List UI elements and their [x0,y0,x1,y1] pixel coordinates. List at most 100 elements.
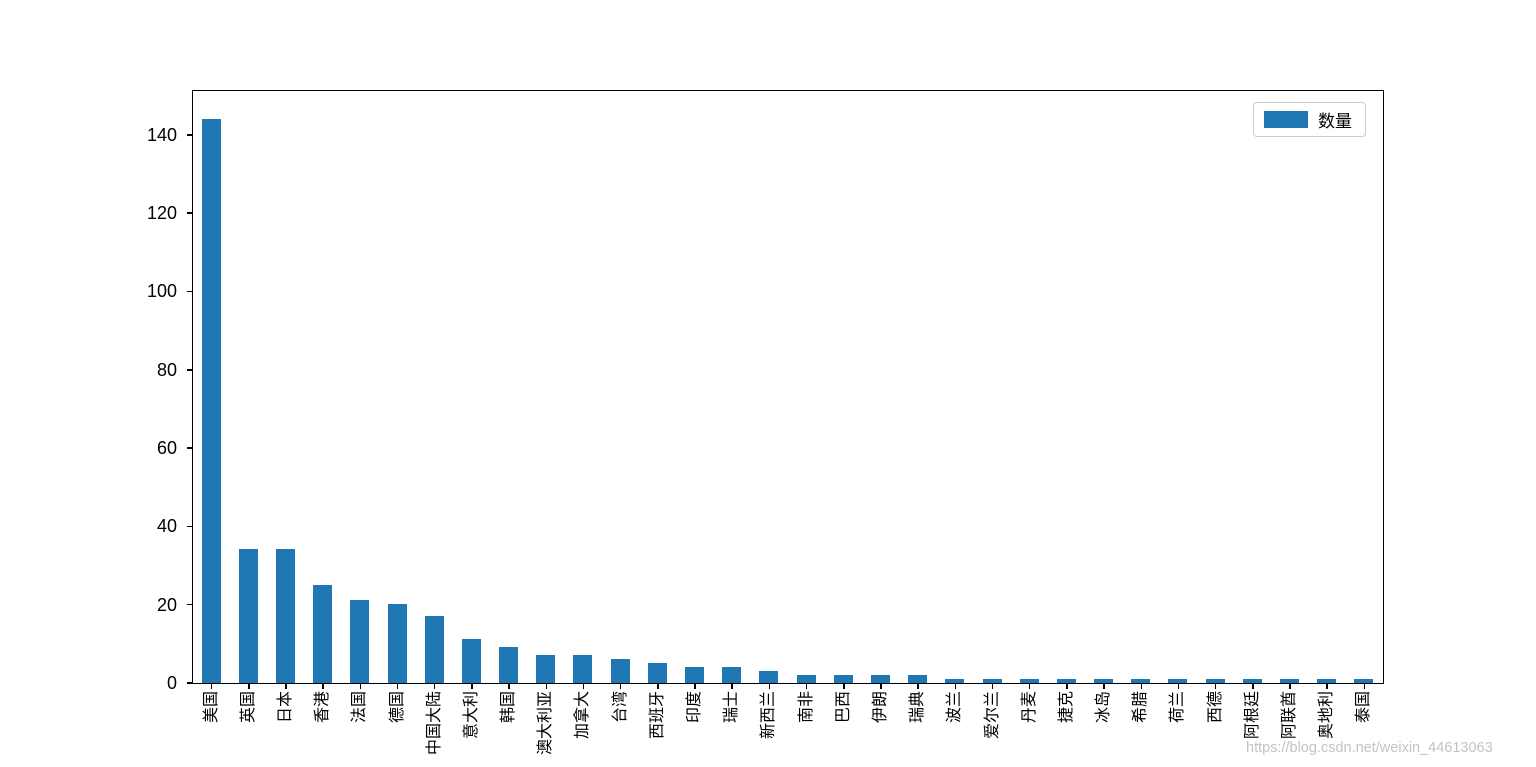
x-tick-label: 阿根廷 [1243,691,1261,740]
x-tick [805,683,808,689]
x-tick [210,683,213,689]
x-tick-label: 新西兰 [760,691,778,740]
bar [722,666,742,683]
x-tick-label: 西德 [1206,691,1224,724]
x-tick-label: 美国 [202,691,220,724]
bar [908,674,928,683]
x-tick-label: 澳大利亚 [537,691,555,756]
x-tick-label: 泰国 [1355,691,1373,724]
legend-swatch [1264,111,1308,128]
x-tick [545,683,548,689]
y-tick [186,682,193,684]
x-tick-label: 中国大陆 [425,691,443,756]
x-tick [843,683,845,689]
x-tick-label: 爱尔兰 [983,691,1001,740]
x-tick [731,683,733,689]
bar [275,549,295,683]
y-tick-label: 80 [156,359,177,380]
bar [982,678,1002,683]
x-tick [1214,683,1217,689]
legend-label: 数量 [1318,112,1352,131]
bar [1131,678,1151,683]
x-tick-label: 奥地利 [1318,691,1336,740]
y-tick-label: 60 [156,438,177,459]
x-tick-label: 冰岛 [1095,691,1113,724]
bar [759,670,779,683]
x-tick-label: 德国 [388,691,406,724]
x-tick [619,683,622,689]
x-tick [359,683,362,689]
y-tick [186,369,193,371]
y-tick-label: 140 [146,124,177,145]
x-tick-label: 加拿大 [574,691,592,740]
bar [536,655,556,683]
x-tick [433,683,436,689]
x-tick-label: 南非 [797,691,815,724]
bar [833,674,853,683]
x-tick [917,683,919,689]
y-tick [186,525,193,528]
bar [499,647,519,683]
x-tick [1103,683,1105,689]
x-tick [694,683,696,689]
bar [1168,678,1188,683]
x-tick [248,683,250,689]
x-tick [322,683,324,689]
x-tick-label: 香港 [314,691,332,724]
x-tick-label: 英国 [239,691,257,724]
bar [1317,678,1337,683]
legend: 数量 [1253,102,1366,137]
y-tick [186,290,193,293]
bar [387,604,407,683]
x-tick [396,683,399,689]
x-tick [1326,683,1328,689]
x-tick-label: 希腊 [1132,691,1150,724]
x-tick [1252,683,1254,689]
x-tick-label: 瑞典 [909,691,927,724]
x-tick-label: 荷兰 [1169,691,1187,724]
y-tick [186,447,193,449]
bar [870,674,890,683]
y-tick-label: 0 [166,673,177,693]
x-tick [657,683,659,689]
x-tick [1363,683,1366,689]
x-tick-label: 伊朗 [871,691,889,724]
x-tick-label: 丹麦 [1020,691,1038,724]
x-tick [1177,683,1180,689]
y-tick-label: 100 [146,281,177,302]
bar [647,662,667,683]
bar [610,659,630,683]
bar [238,549,258,683]
x-tick [954,683,957,689]
x-tick [471,683,473,689]
bar [1242,678,1262,683]
y-tick-label: 20 [156,594,177,615]
bar [1094,678,1114,683]
y-tick [186,134,193,136]
x-tick [1289,683,1291,689]
bar [1019,678,1039,683]
x-tick [991,683,994,689]
x-tick-label: 西班牙 [648,691,666,740]
x-tick [1066,683,1068,689]
y-tick-label: 120 [146,203,177,224]
bar [1056,678,1076,683]
x-tick [880,683,882,689]
x-tick [1028,683,1031,689]
y-tick-label: 40 [156,516,177,537]
bar [461,639,481,683]
bar [573,655,593,683]
x-tick [508,683,510,689]
plot-area [191,89,1384,684]
x-tick-label: 波兰 [946,691,964,724]
x-tick-label: 台湾 [611,691,629,724]
bar [1354,678,1374,683]
watermark-text: https://blog.csdn.net/weixin_44613063 [1246,740,1493,756]
x-tick-label: 日本 [276,691,294,724]
y-tick [186,212,193,214]
bar [201,118,221,683]
x-tick-label: 瑞士 [723,691,741,724]
bar [1205,678,1225,683]
bar [1280,678,1300,683]
